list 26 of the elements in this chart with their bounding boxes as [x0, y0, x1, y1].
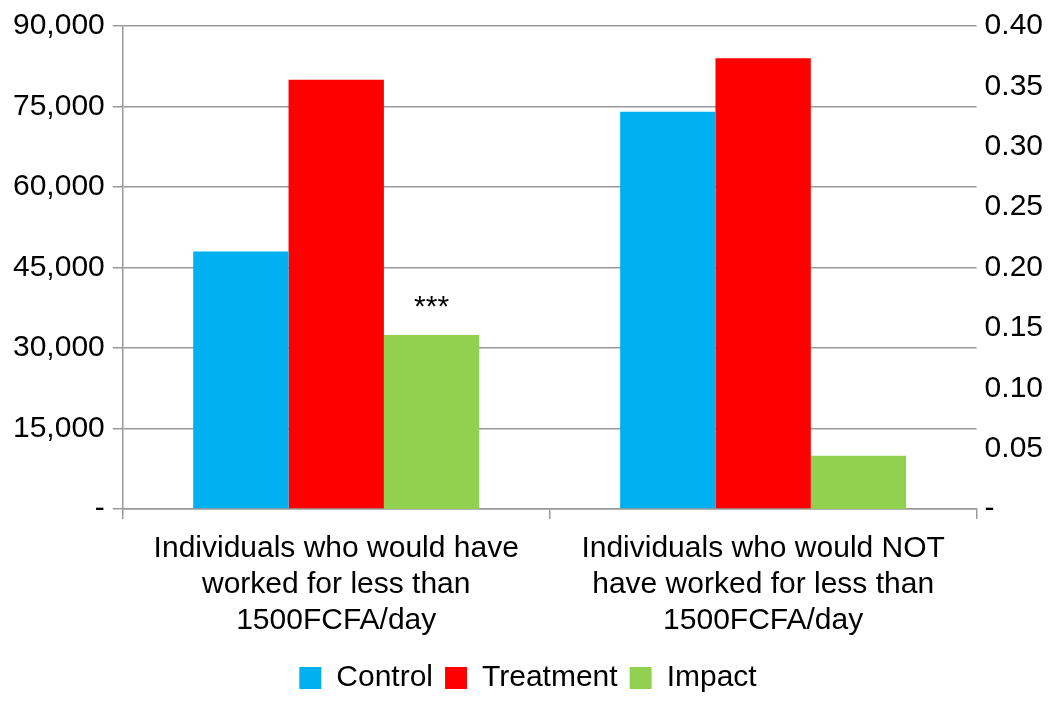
- y-tick-label: 60,000: [12, 168, 105, 202]
- y-tick-label: -: [94, 490, 105, 524]
- y2-tick-label: 0.30: [984, 128, 1043, 162]
- bar: [620, 111, 716, 509]
- annotation: ***: [414, 289, 450, 323]
- y2-tick-label: 0.20: [984, 248, 1043, 282]
- y2-tick-label: 0.25: [984, 188, 1043, 222]
- y2-tick-label: 0.35: [984, 67, 1043, 101]
- x-tick-label: Individuals who would have worked for less than 1500FCFA/day: [153, 530, 519, 636]
- bar: [288, 79, 384, 509]
- bar: [193, 251, 289, 509]
- y-tick-label: 45,000: [12, 248, 105, 282]
- legend-label: Treatment: [482, 659, 619, 693]
- legend-label: Impact: [666, 659, 758, 693]
- x-tick-label: Individuals who would NOT have worked for less than 1500FCFA/day: [581, 530, 945, 636]
- y2-tick-label: 0.15: [984, 309, 1043, 343]
- bar: [715, 58, 811, 509]
- y-tick-label: 90,000: [12, 7, 105, 41]
- y2-tick-label: 0.40: [984, 7, 1043, 41]
- y-tick-label: 30,000: [12, 329, 105, 363]
- legend-label: Control: [336, 659, 434, 693]
- y2-tick-label: 0.05: [984, 429, 1043, 463]
- y2-tick-label: 0.10: [984, 369, 1043, 403]
- y-tick-label: 15,000: [12, 409, 105, 443]
- y2-tick-label: -: [984, 490, 995, 524]
- y-tick-label: 75,000: [12, 87, 105, 121]
